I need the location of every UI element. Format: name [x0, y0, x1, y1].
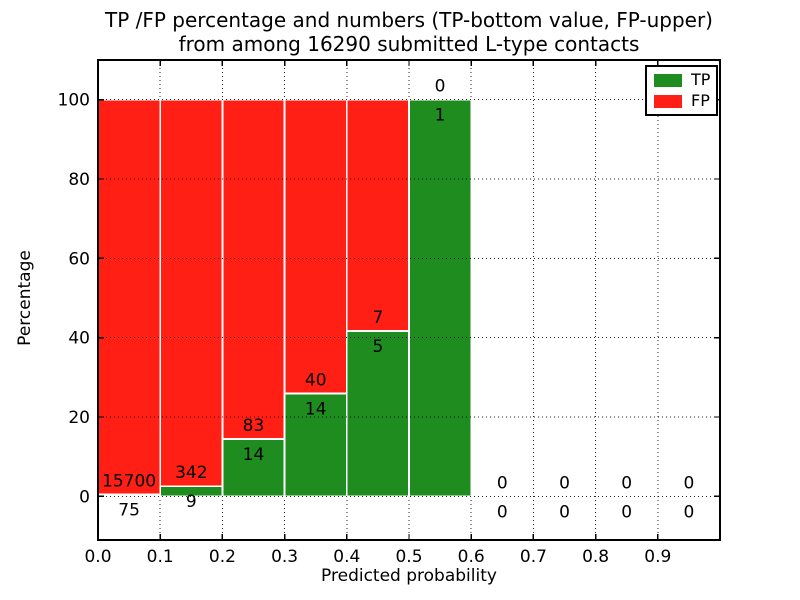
legend-item-fp: FP	[654, 91, 710, 110]
y-tick-label: 80	[68, 170, 90, 190]
x-axis-label: Predicted probability	[321, 566, 497, 586]
y-axis-label: Percentage	[15, 250, 35, 346]
chart-title: TP /FP percentage and numbers (TP-bottom…	[98, 8, 720, 56]
fp-legend-swatch-icon	[654, 94, 682, 108]
x-tick-label: 0.7	[520, 547, 547, 567]
x-tick-label: 0.5	[395, 547, 422, 567]
tp-count-label-1: 9	[186, 492, 197, 512]
fp-count-label-2: 83	[243, 416, 265, 436]
tp-bar-segment-3	[283, 392, 348, 498]
x-tick-label: 0.4	[333, 547, 360, 567]
tp-count-label-3: 14	[305, 399, 327, 419]
legend-item-tp: TP	[654, 70, 711, 89]
y-tick-label: 100	[58, 91, 90, 111]
tp-count-label-6: 0	[497, 502, 508, 522]
fp-count-label-5: 0	[435, 77, 446, 97]
tp-count-label-2: 14	[243, 445, 265, 465]
fp-bar-segment-2	[221, 98, 286, 441]
fp-count-label-0: 15700	[102, 471, 156, 491]
tp-count-label-7: 0	[559, 502, 570, 522]
x-tick-label: 0.8	[582, 547, 609, 567]
tp-count-label-5: 1	[435, 106, 446, 126]
x-tick-label: 0.9	[644, 547, 671, 567]
fp-count-label-9: 0	[683, 473, 694, 493]
fp-count-label-8: 0	[621, 473, 632, 493]
fp-bar-segment-3	[283, 98, 348, 395]
y-tick-label: 40	[68, 329, 90, 349]
x-tick-label: 0.2	[209, 547, 236, 567]
chart-title-line1: TP /FP percentage and numbers (TP-bottom…	[105, 8, 713, 32]
tp-count-label-4: 5	[372, 337, 383, 357]
tp-count-label-8: 0	[621, 502, 632, 522]
tp-bar-segment-5	[408, 98, 473, 498]
tp-count-label-0: 75	[118, 500, 140, 520]
legend-label-fp: FP	[691, 91, 710, 110]
x-tick-label: 0.3	[271, 547, 298, 567]
fp-count-label-1: 342	[175, 463, 207, 483]
fp-bar-segment-0	[97, 98, 162, 496]
fp-bar-segment-1	[159, 98, 224, 488]
y-tick-label: 60	[68, 249, 90, 269]
fp-count-label-7: 0	[559, 473, 570, 493]
fp-bar-segment-4	[345, 98, 410, 332]
y-tick-label: 20	[68, 408, 90, 428]
tp-legend-swatch-icon	[654, 73, 682, 87]
fp-count-label-6: 0	[497, 473, 508, 493]
x-tick-label: 0.6	[458, 547, 485, 567]
fp-count-label-4: 7	[372, 308, 383, 328]
legend-label-tp: TP	[691, 70, 711, 89]
x-tick-label: 0.1	[147, 547, 174, 567]
y-tick-label: 0	[79, 487, 90, 507]
x-tick-label: 0.0	[84, 547, 111, 567]
legend: TP FP	[645, 65, 718, 116]
tp-count-label-9: 0	[683, 502, 694, 522]
fp-count-label-3: 40	[305, 370, 327, 390]
chart-title-line2: from among 16290 submitted L-type contac…	[178, 32, 640, 56]
